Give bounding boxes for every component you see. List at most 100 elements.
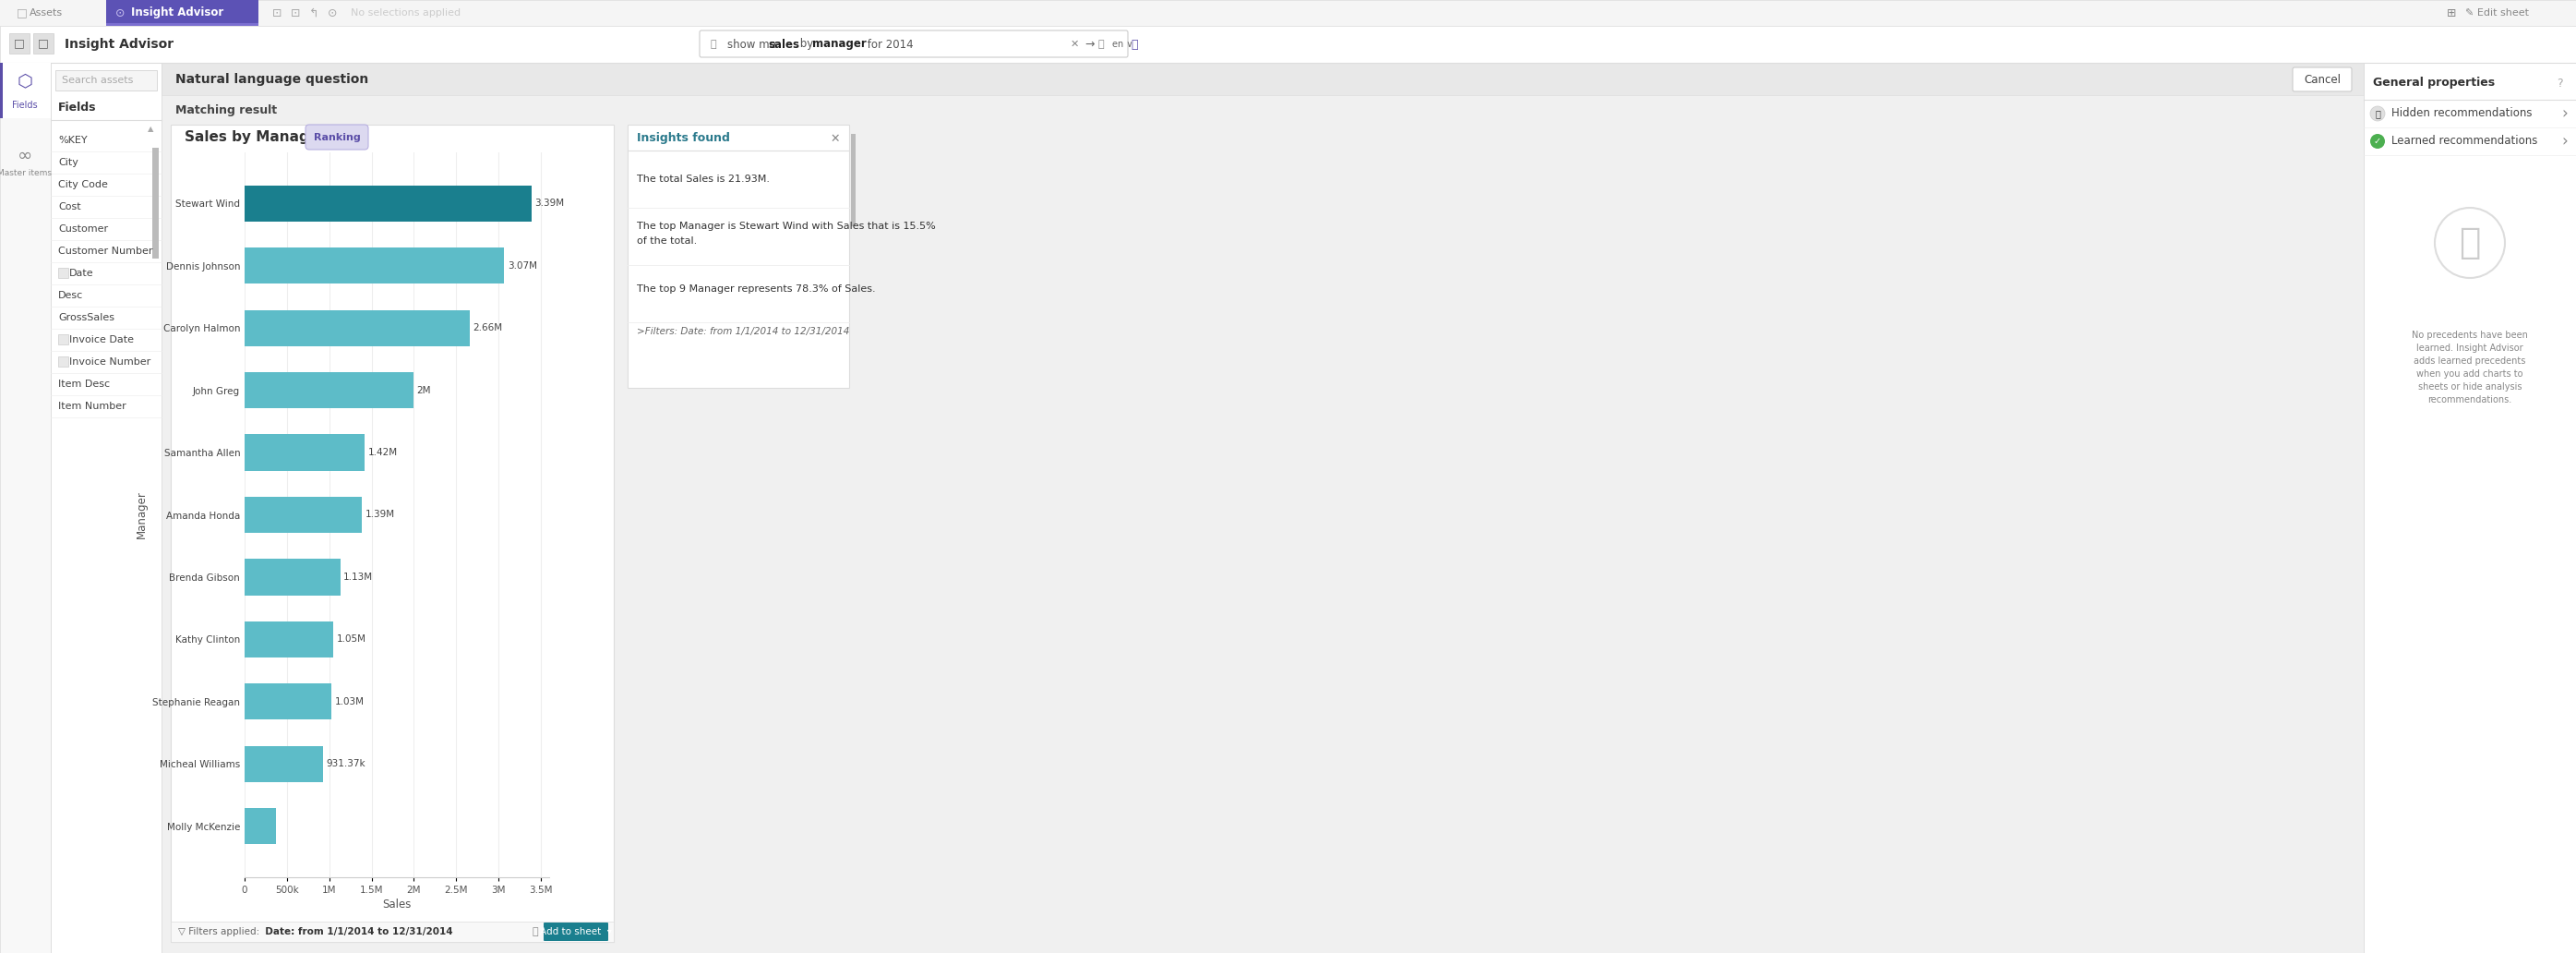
Text: 1.13M: 1.13M	[343, 573, 374, 581]
Text: 🎤: 🎤	[1097, 40, 1105, 49]
Text: ✕: ✕	[829, 132, 840, 145]
Bar	[245, 621, 332, 658]
Text: Invoice Date: Invoice Date	[70, 335, 134, 344]
Text: ▽ Filters applied:: ▽ Filters applied:	[178, 927, 260, 937]
Text: by: by	[796, 38, 817, 51]
FancyBboxPatch shape	[544, 923, 608, 941]
Text: manager: manager	[811, 38, 866, 51]
Text: ✓: ✓	[2375, 136, 2380, 146]
Text: Natural language question: Natural language question	[175, 73, 368, 86]
Text: adds learned precedents: adds learned precedents	[2414, 356, 2527, 366]
Text: Cancel: Cancel	[2303, 73, 2342, 86]
Text: Add to sheet  ▾: Add to sheet ▾	[541, 927, 613, 937]
Text: ∞: ∞	[18, 147, 33, 164]
Text: Invoice Number: Invoice Number	[70, 357, 149, 367]
Text: ⛓: ⛓	[533, 927, 538, 937]
Text: 👁: 👁	[2375, 109, 2380, 118]
Text: Date: from 1/1/2014 to 12/31/2014: Date: from 1/1/2014 to 12/31/2014	[258, 927, 453, 937]
Circle shape	[2370, 134, 2385, 149]
Text: Customer Number: Customer Number	[59, 247, 152, 255]
Text: Item Desc: Item Desc	[59, 379, 111, 389]
Text: 3.39M: 3.39M	[533, 199, 564, 208]
Text: ›: ›	[2561, 133, 2568, 150]
Text: Master items: Master items	[0, 170, 52, 178]
Text: ›: ›	[2561, 105, 2568, 122]
FancyBboxPatch shape	[106, 0, 258, 26]
Text: GrossSales: GrossSales	[59, 313, 113, 322]
Text: Ranking: Ranking	[314, 133, 361, 142]
Text: Item Number: Item Number	[59, 402, 126, 411]
Text: Assets: Assets	[28, 9, 62, 17]
Text: Insight Advisor: Insight Advisor	[64, 38, 173, 51]
FancyBboxPatch shape	[0, 63, 52, 953]
Text: when you add charts to: when you add charts to	[2416, 370, 2522, 378]
Text: ⊡: ⊡	[273, 7, 281, 19]
FancyBboxPatch shape	[701, 30, 1128, 57]
FancyBboxPatch shape	[59, 268, 70, 278]
Bar	[245, 497, 363, 533]
Text: sheets or hide analysis: sheets or hide analysis	[2419, 382, 2522, 392]
FancyBboxPatch shape	[0, 63, 52, 118]
FancyBboxPatch shape	[162, 63, 2365, 953]
Text: Hidden recommendations: Hidden recommendations	[2391, 108, 2532, 119]
Text: Date: Date	[70, 269, 93, 278]
Bar	[245, 435, 366, 471]
FancyBboxPatch shape	[170, 922, 613, 942]
Text: No selections applied: No selections applied	[350, 9, 461, 17]
Bar	[245, 683, 332, 720]
Text: learned. Insight Advisor: learned. Insight Advisor	[2416, 343, 2524, 353]
Bar	[245, 310, 469, 346]
Text: Desc: Desc	[59, 291, 82, 300]
Text: ⬡: ⬡	[18, 72, 33, 90]
Text: 1.42M: 1.42M	[368, 448, 397, 457]
Text: 2M: 2M	[417, 386, 430, 395]
FancyBboxPatch shape	[629, 125, 850, 388]
Text: No precedents have been: No precedents have been	[2411, 331, 2527, 340]
FancyBboxPatch shape	[10, 33, 28, 53]
Text: Search assets: Search assets	[62, 75, 134, 85]
Text: City Code: City Code	[59, 180, 108, 190]
Text: □: □	[13, 37, 26, 50]
Text: ⊙: ⊙	[327, 7, 337, 19]
FancyBboxPatch shape	[59, 335, 70, 344]
FancyBboxPatch shape	[152, 148, 160, 258]
Text: show me: show me	[726, 38, 781, 51]
Text: ⊙: ⊙	[116, 7, 126, 19]
Text: Fields: Fields	[59, 101, 95, 113]
Text: Fields: Fields	[13, 101, 39, 110]
FancyBboxPatch shape	[54, 71, 157, 91]
FancyBboxPatch shape	[850, 134, 855, 226]
Text: The total Sales is 21.93M.: The total Sales is 21.93M.	[636, 174, 770, 184]
Text: General properties: General properties	[2372, 77, 2496, 90]
Text: ▲: ▲	[147, 125, 155, 133]
Text: >Filters: Date: from 1/1/2014 to 12/31/2014: >Filters: Date: from 1/1/2014 to 12/31/2…	[636, 327, 850, 336]
FancyBboxPatch shape	[170, 125, 613, 942]
FancyBboxPatch shape	[59, 356, 70, 367]
Text: 🔍: 🔍	[711, 40, 716, 49]
FancyBboxPatch shape	[0, 26, 2576, 63]
Text: ⊡: ⊡	[291, 7, 301, 19]
Text: ✕: ✕	[1072, 40, 1079, 49]
Text: %KEY: %KEY	[59, 135, 88, 145]
Text: ✎ Edit sheet: ✎ Edit sheet	[2465, 9, 2530, 17]
FancyBboxPatch shape	[307, 125, 368, 150]
Text: ?: ?	[2555, 77, 2563, 90]
Text: Insight Advisor: Insight Advisor	[131, 7, 224, 19]
Text: The top 9 Manager represents 78.3% of Sales.: The top 9 Manager represents 78.3% of Sa…	[636, 284, 876, 294]
Text: The top Manager is Stewart Wind with Sales that is 15.5%: The top Manager is Stewart Wind with Sal…	[636, 222, 935, 231]
Text: →: →	[1084, 38, 1095, 51]
Text: sales: sales	[768, 38, 799, 51]
FancyBboxPatch shape	[0, 0, 2576, 26]
FancyBboxPatch shape	[2365, 63, 2576, 953]
Text: 1.39M: 1.39M	[366, 510, 394, 519]
Bar	[245, 185, 531, 221]
FancyBboxPatch shape	[0, 63, 3, 118]
FancyBboxPatch shape	[162, 63, 2365, 95]
Y-axis label: Manager: Manager	[137, 491, 147, 538]
Text: en ∨: en ∨	[1113, 40, 1133, 49]
Text: 1.05M: 1.05M	[337, 635, 366, 644]
Text: Learned recommendations: Learned recommendations	[2391, 135, 2537, 148]
Text: City: City	[59, 158, 77, 167]
FancyBboxPatch shape	[52, 63, 162, 953]
Text: Cost: Cost	[59, 202, 80, 212]
